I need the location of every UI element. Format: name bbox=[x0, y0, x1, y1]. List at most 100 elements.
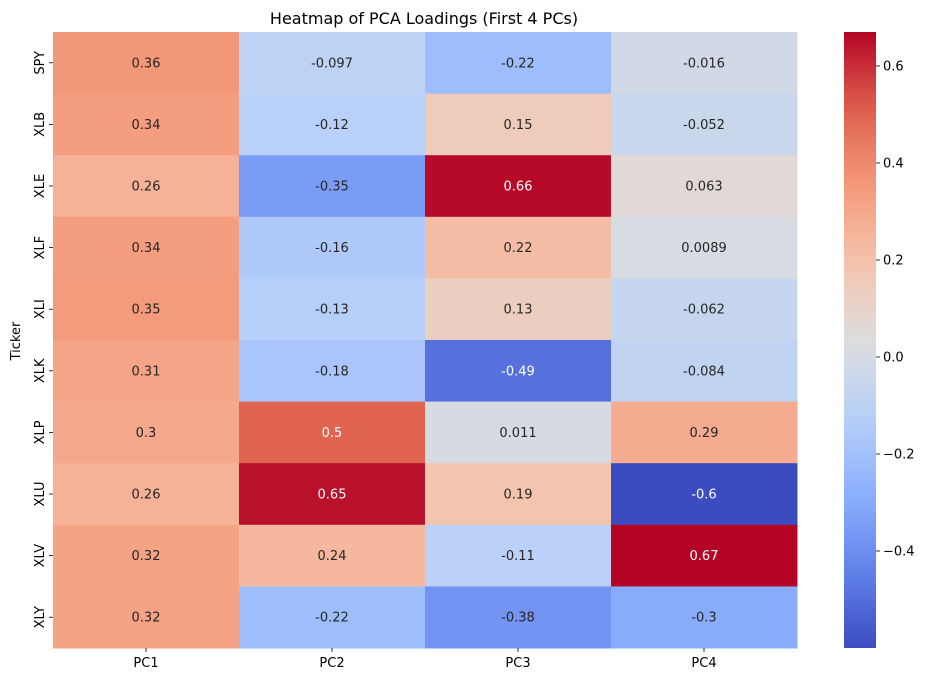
x-tick-label-pc4: PC4 bbox=[691, 656, 716, 671]
heatmap-cell-labels: 0.36 -0.097 -0.22 -0.016 0.34 -0.12 0.15 -0.052… bbox=[132, 56, 727, 625]
x-tick-label-pc2: PC2 bbox=[319, 656, 344, 671]
cell-label-xlv-pc2: 0.24 bbox=[318, 549, 347, 564]
colorbar: 0.6 0.4 0.2 0.0 −0.2 −0.4 bbox=[844, 32, 915, 648]
cell-label-xle-pc4: 0.063 bbox=[685, 180, 722, 195]
heatmap-cell-xlv-pc1 bbox=[53, 524, 240, 587]
cell-label-xlu-pc2: 0.65 bbox=[318, 488, 347, 503]
heatmap-cell-xlv-pc2 bbox=[239, 524, 426, 587]
cell-label-xlk-pc3: -0.49 bbox=[501, 364, 535, 379]
heatmap-cell-xlp-pc1 bbox=[53, 401, 240, 464]
y-tick-label-xly: XLY bbox=[33, 606, 48, 628]
heatmap-cell-xlb-pc3 bbox=[425, 93, 612, 156]
cell-label-xlb-pc2: -0.12 bbox=[315, 118, 349, 133]
y-tick-label-xlf: XLF bbox=[33, 236, 48, 260]
cell-label-xlp-pc1: 0.3 bbox=[136, 426, 157, 441]
heatmap-cell-xlf-pc4 bbox=[611, 216, 798, 279]
heatmap-cell-xlf-pc3 bbox=[425, 216, 612, 279]
cell-label-xlb-pc1: 0.34 bbox=[132, 118, 161, 133]
cell-label-xlu-pc4: -0.6 bbox=[691, 488, 716, 503]
heatmap-cell-xlp-pc3 bbox=[425, 401, 612, 464]
x-tick-label-pc3: PC3 bbox=[505, 656, 530, 671]
y-tick-label-xlp: XLP bbox=[33, 420, 48, 444]
cell-label-xlv-pc3: -0.11 bbox=[501, 549, 535, 564]
heatmap-cell-xlk-pc2 bbox=[239, 340, 426, 403]
heatmap-cell-xlk-pc4 bbox=[611, 340, 798, 403]
heatmap-cell-spy-pc3 bbox=[425, 32, 612, 95]
cell-label-xli-pc1: 0.35 bbox=[132, 303, 161, 318]
cell-label-xle-pc1: 0.26 bbox=[132, 180, 161, 195]
heatmap-cell-xlv-pc4 bbox=[611, 524, 798, 587]
heatmap-cell-xly-pc4 bbox=[611, 586, 798, 649]
cell-label-xlf-pc2: -0.16 bbox=[315, 241, 349, 256]
colorbar-tick-label-4: −0.2 bbox=[883, 447, 915, 462]
cell-label-xlf-pc3: 0.22 bbox=[504, 241, 533, 256]
heatmap-cell-xle-pc1 bbox=[53, 155, 240, 218]
heatmap-cell-xli-pc3 bbox=[425, 278, 612, 341]
cell-label-xly-pc2: -0.22 bbox=[315, 611, 349, 626]
y-axis-label: Ticker bbox=[9, 321, 24, 361]
cell-label-xly-pc4: -0.3 bbox=[691, 611, 716, 626]
colorbar-tick-label-1: 0.4 bbox=[883, 156, 904, 171]
cell-label-xle-pc3: 0.66 bbox=[504, 180, 533, 195]
cell-label-xlb-pc3: 0.15 bbox=[504, 118, 533, 133]
heatmap-cells bbox=[53, 32, 798, 649]
y-axis-ticks: SPY XLB XLE XLF XLI XLK XLP XLU XLV XLY bbox=[33, 51, 53, 628]
heatmap-cell-xlu-pc2 bbox=[239, 463, 426, 526]
cell-label-xlb-pc4: -0.052 bbox=[683, 118, 725, 133]
y-tick-label-xlk: XLK bbox=[33, 358, 48, 383]
heatmap-cell-xli-pc1 bbox=[53, 278, 240, 341]
colorbar-tick-label-5: −0.4 bbox=[883, 544, 915, 559]
cell-label-xle-pc2: -0.35 bbox=[315, 180, 349, 195]
heatmap-cell-xlk-pc3 bbox=[425, 340, 612, 403]
chart-title: Heatmap of PCA Loadings (First 4 PCs) bbox=[270, 9, 578, 28]
x-axis-ticks: PC1 PC2 PC3 PC4 bbox=[133, 648, 717, 671]
cell-label-spy-pc4: -0.016 bbox=[683, 56, 725, 71]
cell-label-xli-pc2: -0.13 bbox=[315, 303, 349, 318]
heatmap-cell-xle-pc3 bbox=[425, 155, 612, 218]
y-tick-label-xlu: XLU bbox=[33, 481, 48, 506]
colorbar-tick-label-0: 0.6 bbox=[883, 59, 904, 74]
cell-label-xlf-pc1: 0.34 bbox=[132, 241, 161, 256]
cell-label-xlk-pc1: 0.31 bbox=[132, 364, 161, 379]
colorbar-tick-label-3: 0.0 bbox=[883, 350, 904, 365]
cell-label-xly-pc1: 0.32 bbox=[132, 611, 161, 626]
cell-label-xlv-pc4: 0.67 bbox=[690, 549, 719, 564]
cell-label-spy-pc3: -0.22 bbox=[501, 56, 535, 71]
cell-label-xly-pc3: -0.38 bbox=[501, 611, 535, 626]
heatmap-cell-xle-pc2 bbox=[239, 155, 426, 218]
cell-label-xlk-pc4: -0.084 bbox=[683, 364, 725, 379]
cell-label-xlk-pc2: -0.18 bbox=[315, 364, 349, 379]
y-tick-label-xle: XLE bbox=[33, 174, 48, 198]
heatmap-cell-xlv-pc3 bbox=[425, 524, 612, 587]
heatmap-cell-xlu-pc1 bbox=[53, 463, 240, 526]
heatmap-cell-xlb-pc1 bbox=[53, 93, 240, 156]
cell-label-xlp-pc2: 0.5 bbox=[322, 426, 343, 441]
cell-label-xlv-pc1: 0.32 bbox=[132, 549, 161, 564]
heatmap-cell-xlu-pc3 bbox=[425, 463, 612, 526]
colorbar-gradient bbox=[844, 32, 876, 648]
cell-label-xli-pc4: -0.062 bbox=[683, 303, 725, 318]
cell-label-spy-pc1: 0.36 bbox=[132, 56, 161, 71]
heatmap-cell-spy-pc4 bbox=[611, 32, 798, 95]
x-tick-label-pc1: PC1 bbox=[133, 656, 158, 671]
heatmap-cell-spy-pc1 bbox=[53, 32, 240, 95]
heatmap-cell-xlb-pc4 bbox=[611, 93, 798, 156]
y-tick-label-xli: XLI bbox=[33, 299, 48, 319]
cell-label-xlf-pc4: 0.0089 bbox=[681, 241, 727, 256]
colorbar-tick-label-2: 0.2 bbox=[883, 253, 904, 268]
cell-label-xlu-pc3: 0.19 bbox=[504, 488, 533, 503]
heatmap-cell-xle-pc4 bbox=[611, 155, 798, 218]
heatmap-cell-xlu-pc4 bbox=[611, 463, 798, 526]
heatmap-cell-xlb-pc2 bbox=[239, 93, 426, 156]
heatmap-cell-spy-pc2 bbox=[239, 32, 426, 95]
heatmap-cell-xli-pc4 bbox=[611, 278, 798, 341]
heatmap-cell-xly-pc1 bbox=[53, 586, 240, 649]
heatmap-cell-xlp-pc2 bbox=[239, 401, 426, 464]
heatmap-cell-xli-pc2 bbox=[239, 278, 426, 341]
y-tick-label-spy: SPY bbox=[33, 51, 48, 75]
y-tick-label-xlb: XLB bbox=[33, 112, 48, 137]
cell-label-spy-pc2: -0.097 bbox=[311, 56, 353, 71]
heatmap-cell-xlf-pc2 bbox=[239, 216, 426, 279]
cell-label-xlu-pc1: 0.26 bbox=[132, 488, 161, 503]
